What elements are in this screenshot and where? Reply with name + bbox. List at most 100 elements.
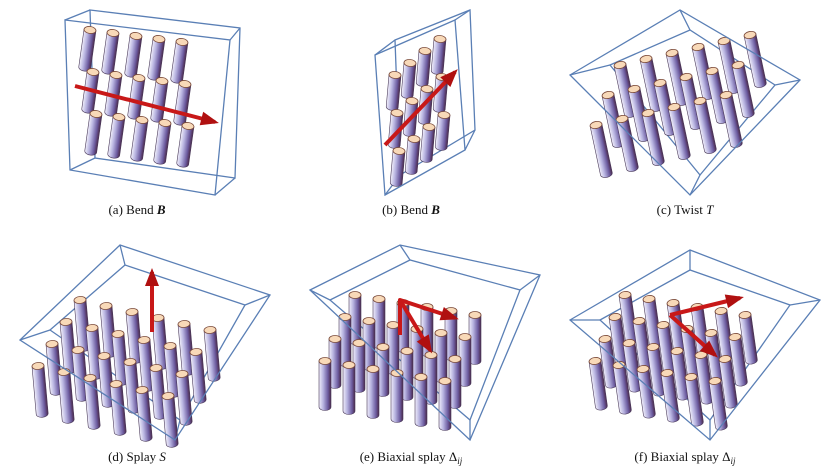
caption-label: (f) (634, 449, 647, 464)
box-edge (65, 10, 90, 20)
caption-symbol: T (706, 202, 714, 217)
cylinder-top (367, 366, 379, 373)
cylinder-top (363, 318, 375, 325)
cylinder-top (373, 296, 385, 303)
cylinder (127, 74, 145, 120)
caption-subscript: ij (457, 456, 463, 466)
arrow-head (145, 268, 159, 286)
cylinder-body (416, 50, 431, 86)
cylinder-top (401, 348, 413, 355)
cylinder (435, 111, 450, 151)
cylinder-body (435, 114, 450, 150)
cylinder-top (349, 292, 361, 299)
cylinder (170, 38, 188, 84)
caption: (c) Twist T (657, 202, 714, 217)
cylinder-body (147, 38, 165, 81)
cylinder-body (386, 74, 401, 110)
cylinder-body (439, 381, 451, 431)
box-edge (230, 28, 240, 40)
cylinder (150, 77, 168, 123)
cylinder-body (390, 150, 405, 186)
cylinder-body (176, 125, 194, 168)
cylinder-body (173, 83, 191, 126)
cylinder-top (439, 378, 451, 385)
panel: (a) Bend B (65, 10, 240, 217)
cylinder-body (405, 138, 420, 174)
caption-name: Twist (674, 202, 703, 217)
cylinder-top (435, 330, 447, 337)
cylinder (147, 35, 165, 81)
cylinder-body (84, 377, 100, 429)
caption-label: (c) (657, 202, 671, 217)
cylinder-body (150, 80, 168, 123)
arrow (670, 295, 744, 315)
cylinder (420, 123, 435, 163)
box-edge (790, 300, 820, 305)
cylinder (390, 147, 405, 187)
cylinder-body (78, 29, 96, 72)
arrow-head (725, 295, 744, 309)
caption-label: (a) (108, 202, 122, 217)
cylinder (58, 368, 75, 424)
caption-symbol: B (430, 202, 440, 217)
cylinder-body (84, 113, 102, 156)
cylinder-body (391, 373, 403, 423)
panel: (c) Twist T (570, 10, 800, 217)
cylinder (319, 358, 331, 411)
cylinder (107, 113, 125, 159)
cylinder-body (130, 119, 148, 162)
cylinder-body (32, 365, 48, 417)
cylinder-top (469, 312, 481, 319)
box-edge (120, 245, 125, 265)
arrow-head (200, 112, 219, 126)
cylinder (401, 59, 416, 99)
cylinder-top (449, 356, 461, 363)
cylinder-body (319, 361, 331, 411)
caption-label: (d) (108, 449, 123, 464)
cylinder-body (420, 126, 435, 162)
caption-name: Biaxial splay (377, 449, 446, 464)
caption-symbol: B (156, 202, 166, 217)
cylinder (101, 29, 119, 75)
cylinder-body (58, 371, 74, 423)
cylinder-body (170, 41, 188, 84)
caption-name: Splay (127, 449, 157, 464)
caption: (f) Biaxial splay Δij (634, 449, 736, 466)
cylinder (416, 47, 431, 87)
cylinder (431, 35, 446, 75)
cylinder-body (415, 377, 427, 427)
box-edge (70, 158, 95, 170)
cylinder-body (107, 116, 125, 159)
cylinder (136, 386, 153, 442)
cylinder (32, 362, 49, 418)
cylinder (176, 122, 194, 168)
cylinder-top (387, 322, 399, 329)
caption: (e) Biaxial splay Δij (360, 449, 463, 466)
cylinder-top (459, 334, 471, 341)
caption: (b) Bend B (382, 202, 440, 217)
caption: (a) Bend B (108, 202, 165, 217)
cylinder-body (110, 383, 126, 435)
cylinder (367, 366, 379, 419)
cylinder-body (153, 122, 171, 165)
cylinder-body (401, 62, 416, 98)
box-edge (570, 65, 610, 75)
caption-symbol: Δ (449, 449, 457, 464)
cylinder-body (367, 369, 379, 419)
box-edge (215, 178, 235, 195)
panel: (f) Biaxial splay Δij (570, 250, 820, 466)
cylinder-body (431, 38, 446, 74)
cylinder-top (343, 362, 355, 369)
caption-label: (b) (382, 202, 397, 217)
cylinder (415, 374, 427, 427)
panel: (d) Splay S (20, 245, 270, 464)
cylinder-top (415, 374, 427, 381)
panel: (e) Biaxial splay Δij (310, 245, 540, 466)
caption-symbol: S (159, 449, 166, 464)
cylinder (173, 80, 191, 126)
cylinder (124, 32, 142, 78)
cylinder (153, 119, 171, 165)
cylinder-body (162, 395, 178, 447)
cylinder (391, 370, 403, 423)
caption-name: Biaxial splay (651, 449, 720, 464)
